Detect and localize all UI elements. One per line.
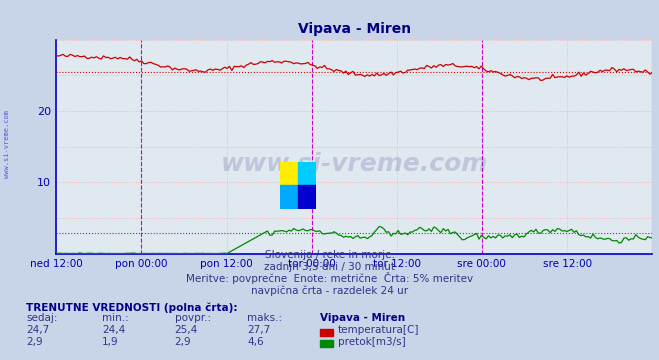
Text: Meritve: povprečne  Enote: metrične  Črta: 5% meritev: Meritve: povprečne Enote: metrične Črta:…: [186, 272, 473, 284]
Text: pretok[m3/s]: pretok[m3/s]: [338, 337, 406, 347]
Text: 2,9: 2,9: [175, 337, 191, 347]
Bar: [298, 185, 316, 209]
Text: 24,7: 24,7: [26, 325, 49, 335]
Bar: [280, 162, 298, 185]
Text: zadnjh 3,5 dni / 30 minut: zadnjh 3,5 dni / 30 minut: [264, 262, 395, 273]
Text: 4,6: 4,6: [247, 337, 264, 347]
Text: 27,7: 27,7: [247, 325, 270, 335]
Text: min.:: min.:: [102, 314, 129, 324]
Text: Vipava - Miren: Vipava - Miren: [320, 314, 405, 324]
Text: povpr.:: povpr.:: [175, 314, 211, 324]
Text: Slovenija / reke in morje.: Slovenija / reke in morje.: [264, 251, 395, 261]
Title: Vipava - Miren: Vipava - Miren: [298, 22, 411, 36]
Text: sedaj:: sedaj:: [26, 314, 58, 324]
Text: www.si-vreme.com: www.si-vreme.com: [221, 152, 488, 176]
Text: temperatura[C]: temperatura[C]: [338, 325, 420, 335]
Text: maks.:: maks.:: [247, 314, 282, 324]
Text: TRENUTNE VREDNOSTI (polna črta):: TRENUTNE VREDNOSTI (polna črta):: [26, 302, 238, 313]
Text: 1,9: 1,9: [102, 337, 119, 347]
Text: 2,9: 2,9: [26, 337, 43, 347]
Text: 25,4: 25,4: [175, 325, 198, 335]
Bar: [298, 162, 316, 185]
Bar: [280, 185, 298, 209]
Text: navpična črta - razdelek 24 ur: navpična črta - razdelek 24 ur: [251, 285, 408, 296]
Text: www.si-vreme.com: www.si-vreme.com: [3, 110, 10, 178]
Text: 24,4: 24,4: [102, 325, 125, 335]
